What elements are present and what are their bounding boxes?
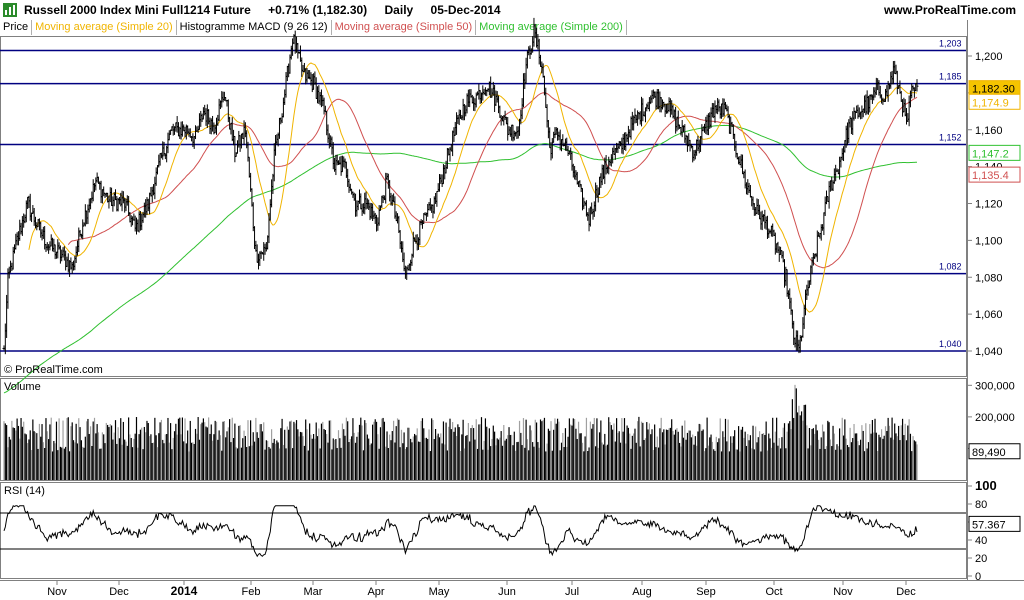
rsi-last-label: 57.367 xyxy=(972,519,1006,531)
rsi-last-tag xyxy=(968,515,1021,532)
date-axis-label: Mar xyxy=(304,586,323,598)
level-label: 1,082 xyxy=(939,262,962,272)
date-axis-label: Feb xyxy=(242,586,261,598)
interval-label: Daily xyxy=(384,3,414,17)
last-value-tag xyxy=(968,166,1021,183)
rsi-axis-label: 0 xyxy=(975,571,981,583)
volume-panel-frame xyxy=(0,378,967,481)
price-axis-label: 1,060 xyxy=(975,309,1003,321)
volume-axis-label: 300,000 xyxy=(975,380,1015,392)
price-axis-label: 1,080 xyxy=(975,272,1003,284)
date-axis-label: Oct xyxy=(765,586,782,598)
chart-header: Russell 2000 Index Mini Full1214 Future … xyxy=(0,0,1024,20)
sma20-line xyxy=(28,62,918,313)
rsi-axis-label: 20 xyxy=(975,553,987,565)
date-axis-label: 2014 xyxy=(171,584,198,598)
level-label: 1,203 xyxy=(939,38,962,48)
date-axis-label: Jun xyxy=(498,586,516,598)
price-panel-frame xyxy=(0,36,967,377)
volume-panel-label: Volume xyxy=(4,381,41,393)
rsi-panel-label: RSI (14) xyxy=(4,485,45,497)
rsi-panel-frame xyxy=(0,482,967,579)
price-axis-label: 1,160 xyxy=(975,125,1003,137)
date-axis-label: Aug xyxy=(632,586,652,598)
date-label: 05-Dec-2014 xyxy=(430,3,501,17)
level-label: 1,152 xyxy=(939,133,962,143)
sma200-line xyxy=(3,124,917,394)
date-axis-label: Nov xyxy=(47,586,67,598)
last-value-label: 1,182.30 xyxy=(972,84,1015,96)
volume-axis-label: 200,000 xyxy=(975,412,1015,424)
volume-last-label: 89,490 xyxy=(972,447,1006,459)
rsi-axis-label: 80 xyxy=(975,499,987,511)
last-value-label: 1,147.2 xyxy=(972,148,1009,160)
level-label: 1,040 xyxy=(939,339,962,349)
price-axis-label: 1,100 xyxy=(975,235,1003,247)
indicator-macd[interactable]: Histogramme MACD (9 26 12) xyxy=(177,20,332,35)
price-bar xyxy=(895,70,899,95)
last-value-label: 1,174.9 xyxy=(972,97,1009,109)
indicator-sma50[interactable]: Moving average (Simple 50) xyxy=(332,20,477,35)
last-value-tag xyxy=(968,144,1021,161)
date-axis-label: Nov xyxy=(833,586,853,598)
date-axis-label: Jul xyxy=(565,586,579,598)
instrument-name: Russell 2000 Index Mini Full1214 Future xyxy=(24,3,251,17)
rsi-line xyxy=(3,505,918,558)
rsi-axis-label: 40 xyxy=(975,535,987,547)
chart-title: Russell 2000 Index Mini Full1214 Future … xyxy=(24,3,515,17)
prorealtime-logo-icon xyxy=(3,3,17,17)
price-axis-label: 1,120 xyxy=(975,199,1003,211)
watermark: © ProRealTime.com xyxy=(4,364,103,376)
date-axis-label: Sep xyxy=(696,586,716,598)
indicator-price[interactable]: Price xyxy=(0,20,33,35)
indicator-bar: Price Moving average (Simple 20) Histogram… xyxy=(0,20,968,36)
price-change: +0.71% (1,182.30) xyxy=(268,3,368,17)
date-axis-label: May xyxy=(429,586,450,598)
indicator-sma200[interactable]: Moving average (Simple 200) xyxy=(476,20,627,35)
date-axis-label: Dec xyxy=(109,586,129,598)
level-label: 1,185 xyxy=(939,72,962,82)
price-axis-label: 1,200 xyxy=(975,51,1003,63)
date-axis-label: Dec xyxy=(896,586,916,598)
date-axis-label: Apr xyxy=(367,586,384,598)
price-bar xyxy=(915,79,919,92)
last-value-tag xyxy=(968,93,1021,110)
indicator-sma20[interactable]: Moving average (Simple 20) xyxy=(32,20,177,35)
last-value-label: 1,135.4 xyxy=(972,170,1009,182)
sma50-line xyxy=(67,92,918,269)
volume-last-tag xyxy=(968,443,1021,460)
price-axis-label: 1,040 xyxy=(975,346,1003,358)
site-url[interactable]: www.ProRealTime.com xyxy=(883,3,1016,17)
rsi-axis-label: 100 xyxy=(975,478,997,493)
